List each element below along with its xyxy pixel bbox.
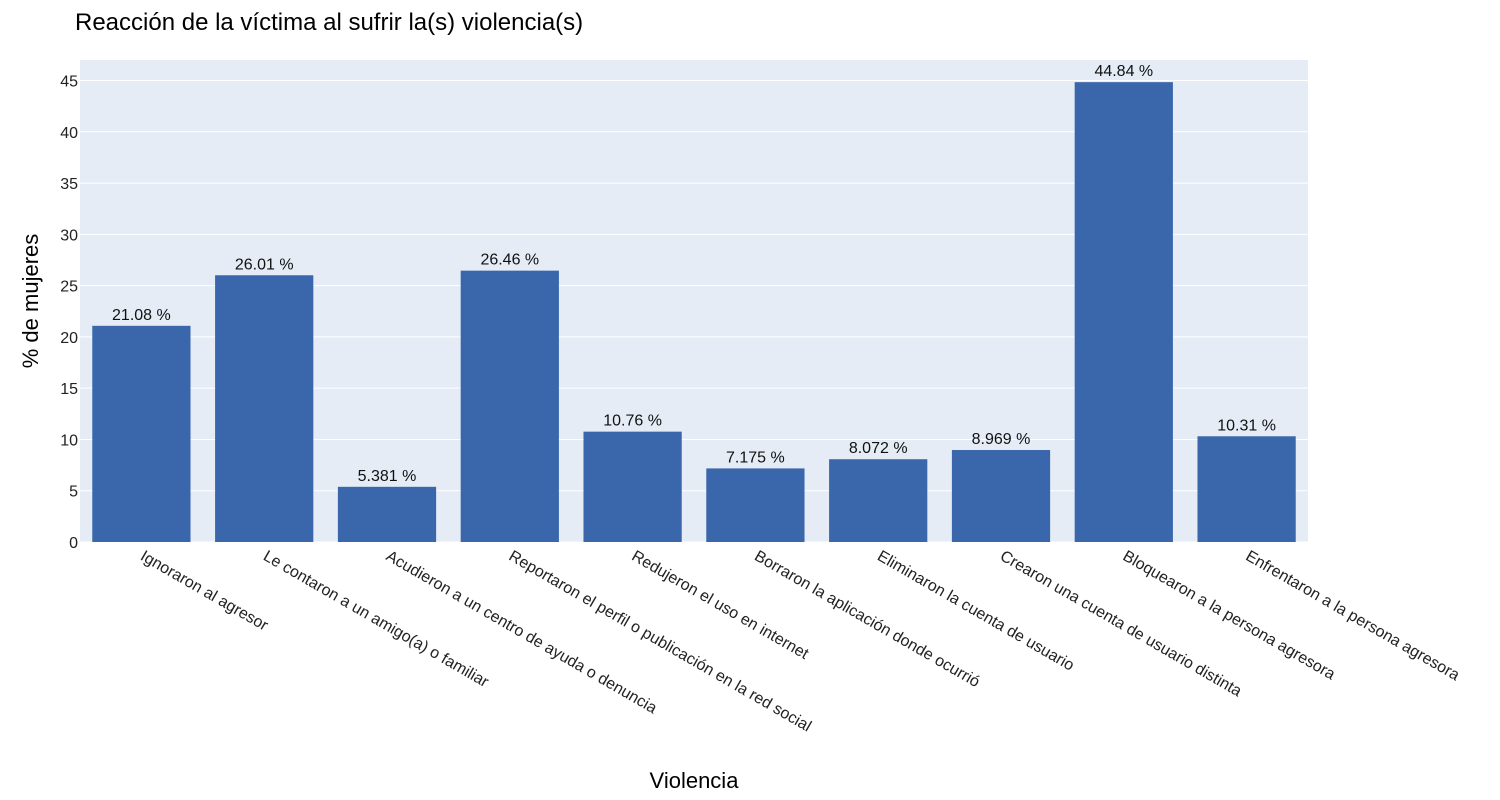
x-tick-label: Crearon una cuenta de usuario distinta bbox=[997, 548, 1244, 701]
data-label: 10.76 % bbox=[603, 413, 662, 430]
y-tick-label: 20 bbox=[60, 330, 78, 347]
bar bbox=[583, 431, 682, 542]
y-tick-label: 25 bbox=[60, 279, 78, 296]
bar bbox=[951, 450, 1051, 542]
y-tick-label: 5 bbox=[69, 484, 78, 501]
bar bbox=[92, 325, 191, 542]
data-labels: 21.08 % 26.01 % 5.381 % 26.46 % 10.76 % 7.175… bbox=[112, 63, 1276, 485]
bar bbox=[1197, 436, 1296, 542]
data-label: 21.08 % bbox=[112, 307, 171, 324]
y-tick-label: 30 bbox=[60, 227, 78, 244]
data-label: 7.175 % bbox=[726, 449, 785, 466]
bar bbox=[460, 270, 559, 542]
y-tick-label: 15 bbox=[60, 381, 78, 398]
x-axis-title: Violencia bbox=[650, 768, 740, 793]
data-label: 44.84 % bbox=[1094, 63, 1153, 80]
data-label: 8.969 % bbox=[972, 431, 1031, 448]
y-tick-label: 0 bbox=[69, 535, 78, 552]
x-tick-label: Enfrentaron a la persona agresora bbox=[1243, 548, 1463, 685]
y-tick-label: 40 bbox=[60, 125, 78, 142]
x-tick-label: Acudieron a un centro de ayuda o denunci… bbox=[383, 548, 660, 718]
data-label: 8.072 % bbox=[849, 440, 908, 457]
x-tick-label: Le contaron a un amigo(a) o familiar bbox=[260, 548, 492, 692]
data-label: 26.46 % bbox=[480, 252, 539, 269]
y-tick-label: 45 bbox=[60, 74, 78, 91]
y-tick-label: 10 bbox=[60, 432, 78, 449]
bar bbox=[1074, 82, 1173, 542]
x-tick-label: Bloquearon a la persona agresora bbox=[1120, 548, 1338, 684]
y-axis-title: % de mujeres bbox=[18, 234, 43, 369]
x-tick-label: Borraron la aplicación donde ocurrió bbox=[751, 548, 982, 691]
bar bbox=[337, 486, 437, 542]
bar bbox=[215, 275, 314, 542]
y-axis-ticks: 0 5 10 15 20 25 30 35 40 45 bbox=[60, 74, 78, 552]
bars bbox=[92, 82, 1296, 542]
chart-title: Reacción de la víctima al sufrir la(s) v… bbox=[75, 9, 583, 36]
bar bbox=[829, 459, 928, 542]
bar bbox=[706, 468, 805, 542]
data-label: 26.01 % bbox=[235, 256, 294, 273]
data-label: 5.381 % bbox=[358, 468, 417, 485]
data-label: 10.31 % bbox=[1217, 417, 1276, 434]
y-tick-label: 35 bbox=[60, 176, 78, 193]
x-tick-label: Eliminaron la cuenta de usuario bbox=[874, 548, 1077, 675]
x-tick-label: Ignoraron al agresor bbox=[137, 548, 271, 635]
